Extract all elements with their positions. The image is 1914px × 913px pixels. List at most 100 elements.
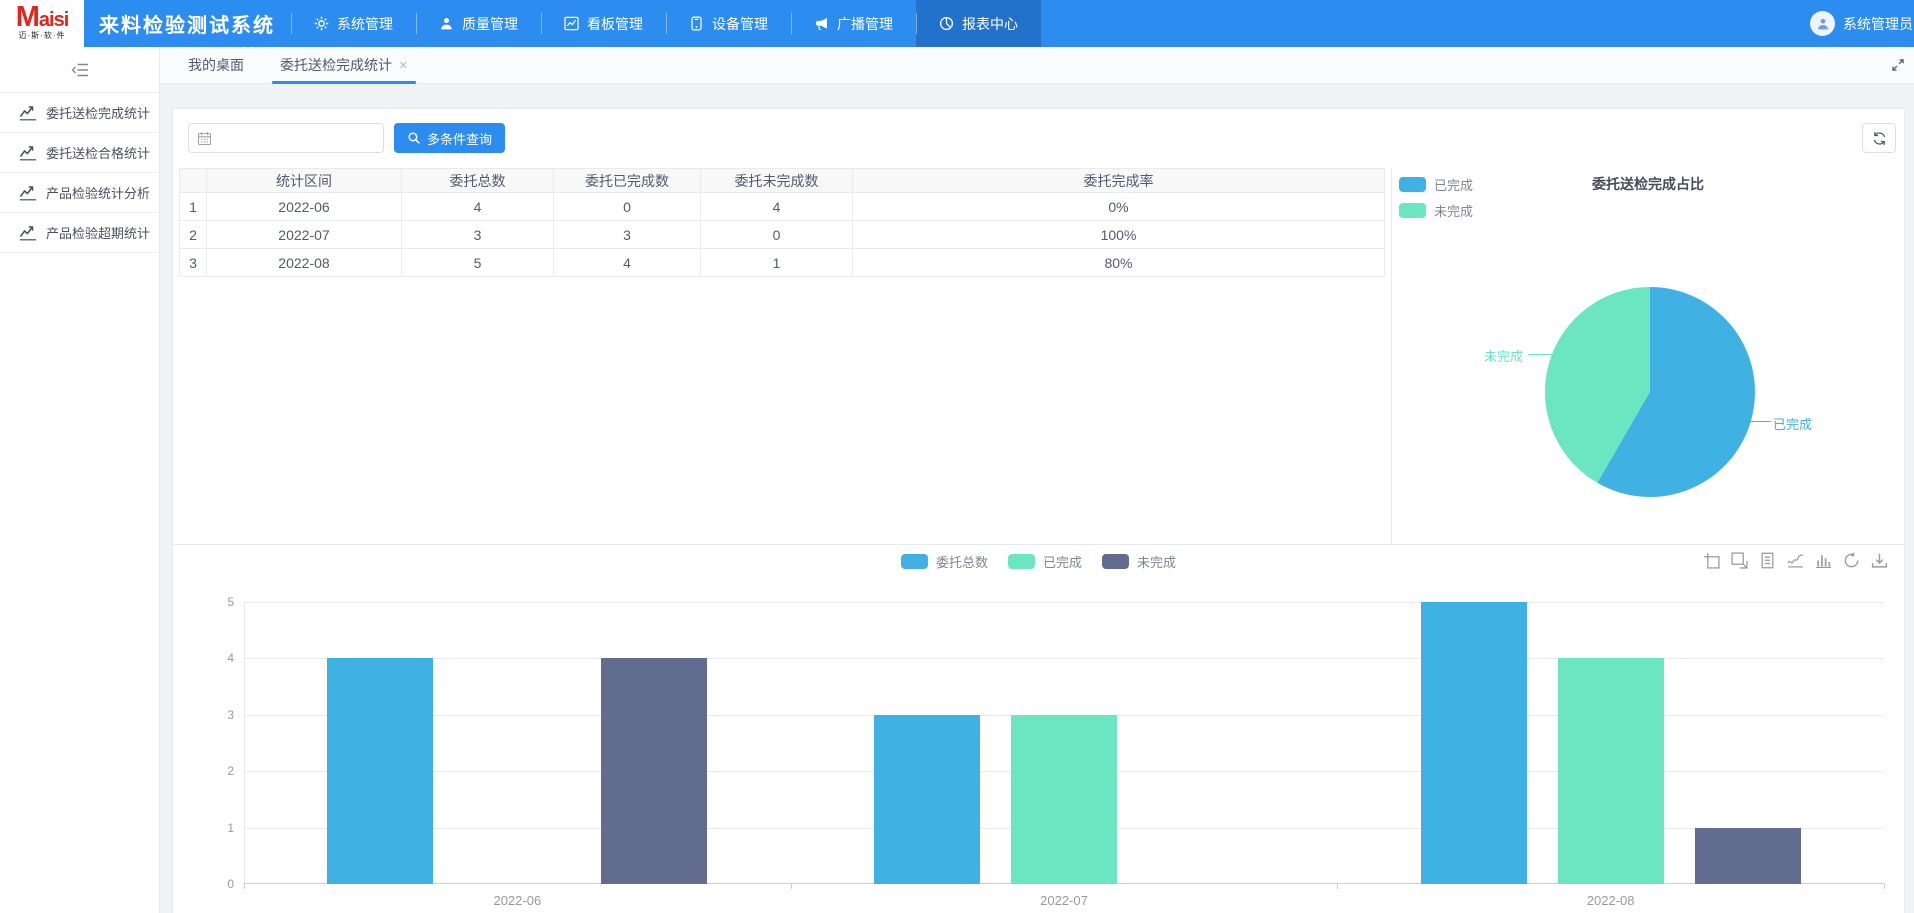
search-toolbar: 多条件查询 (188, 123, 1896, 153)
tab-close-icon[interactable]: × (399, 56, 408, 74)
y-axis-tick-label: 0 (227, 877, 234, 891)
table-row: 2 2022-07 3 3 0 100% (179, 220, 1385, 249)
table-cell: 80% (852, 248, 1385, 277)
x-axis-label: 2022-07 (1040, 893, 1088, 908)
pie-chart: 已完成 未完成 委托送检完成占比 未完成 已完成 (1391, 168, 1904, 544)
avatar-user-icon (1816, 17, 1830, 31)
trend-icon (19, 145, 37, 161)
table-header-cell: 委托已完成数 (553, 168, 701, 193)
table-cell: 3 (401, 220, 554, 249)
legend-swatch (1007, 554, 1035, 569)
table-header-cell: 委托总数 (401, 168, 554, 193)
app-logo: Maisi 迈·斯·软·件 (0, 0, 84, 47)
pie-label-incomplete: 未完成 (1484, 349, 1524, 364)
sidebar-item-2[interactable]: 产品检验统计分析 (0, 173, 159, 213)
x-axis-tick (244, 884, 245, 889)
pie-legend-item[interactable]: 未完成 (1399, 201, 1473, 220)
nav-item-0[interactable]: 系统管理 (291, 0, 416, 47)
legend-label: 委托总数 (935, 555, 988, 570)
query-button[interactable]: 多条件查询 (394, 123, 506, 153)
table-cell: 100% (852, 220, 1385, 249)
zoom-area-icon[interactable] (1703, 552, 1720, 569)
pie-chart-title: 委托送检完成占比 (1592, 176, 1704, 192)
bar-legend-item[interactable]: 已完成 (1007, 552, 1082, 571)
user-icon (439, 16, 454, 31)
x-axis-label: 2022-06 (493, 893, 542, 908)
sidebar-item-1[interactable]: 委托送检合格统计 (0, 133, 159, 173)
table-cell: 0 (553, 192, 701, 221)
bar-未完成-2022-06[interactable] (601, 658, 708, 884)
bar-legend-item[interactable]: 未完成 (1102, 552, 1176, 571)
table-cell: 3 (179, 248, 207, 277)
bar-已完成-2022-08[interactable] (1557, 658, 1664, 884)
logo-title: Maisi (15, 1, 70, 33)
table-row: 3 2022-08 5 4 1 80% (179, 248, 1385, 277)
tab-1[interactable]: 委托送检完成统计 × (270, 47, 418, 84)
nav-item-4[interactable]: 广播管理 (791, 0, 916, 47)
table-cell: 2022-08 (206, 248, 402, 277)
main-panel: 多条件查询 统计区间 委托总数 委托已完成数 委托未完成数 委托完成率 1 2022-06… (172, 108, 1905, 913)
table-body: 1 2022-06 4 0 4 0% 2 2022-07 3 3 0 100% 3 2022-08 5 4 1 8… (179, 192, 1385, 277)
table-cell: 4 (401, 192, 554, 221)
calendar-icon (197, 131, 212, 146)
gear-icon (314, 16, 329, 31)
logo-subtitle: 迈·斯·软·件 (18, 31, 66, 40)
legend-label: 已完成 (1434, 178, 1474, 193)
bar-plot: 0 1 2 3 4 5 2022-06 2022-07 2022-08 (227, 595, 1885, 908)
table-cell: 4 (553, 248, 701, 277)
bar-legend-item[interactable]: 委托总数 (900, 552, 988, 571)
restore-icon[interactable] (1843, 552, 1860, 569)
bar-legend: 委托总数 已完成 未完成 (173, 552, 1904, 571)
table-cell: 1 (179, 192, 207, 221)
table-cell: 2022-06 (206, 192, 402, 221)
save-image-icon[interactable] (1871, 552, 1888, 569)
nav-item-3[interactable]: 设备管理 (666, 0, 791, 47)
menu-fold-icon (71, 63, 89, 77)
table-header-cell: 统计区间 (206, 168, 402, 193)
date-input-field[interactable] (218, 129, 375, 147)
bar-委托总数-2022-08[interactable] (1420, 602, 1527, 884)
pie-graphic[interactable] (1545, 287, 1755, 497)
refresh-button[interactable] (1862, 123, 1896, 153)
x-axis-tick (1884, 884, 1885, 889)
y-axis-tick-label: 3 (227, 707, 234, 722)
gridline (244, 658, 1884, 660)
pie-legend-item[interactable]: 已完成 (1399, 175, 1473, 194)
user-menu[interactable]: 系统管理员 (1810, 11, 1914, 36)
pie-label-line-right (1747, 421, 1771, 422)
sidebar-item-3[interactable]: 产品检验超期统计 (0, 213, 159, 253)
nav-item-label: 设备管理 (712, 15, 768, 32)
table-cell: 5 (401, 248, 554, 277)
nav-item-label: 看板管理 (587, 15, 643, 32)
fullscreen-icon[interactable] (1891, 58, 1905, 72)
legend-swatch (1399, 177, 1426, 192)
tab-label: 我的桌面 (188, 57, 244, 73)
bar-chart-icon[interactable] (1815, 552, 1832, 569)
sidebar-collapse-button[interactable] (0, 47, 159, 93)
bar-委托总数-2022-06[interactable] (327, 658, 434, 884)
table-cell: 4 (700, 192, 853, 221)
bar-委托总数-2022-07[interactable] (873, 714, 980, 884)
nav-item-1[interactable]: 质量管理 (416, 0, 541, 47)
nav-item-2[interactable]: 看板管理 (541, 0, 666, 47)
table-header-cell: 委托未完成数 (700, 168, 853, 193)
legend-label: 已完成 (1042, 555, 1082, 570)
sidebar-item-0[interactable]: 委托送检完成统计 (0, 93, 159, 133)
megaphone-icon (814, 16, 829, 31)
refresh-icon (1872, 131, 1887, 146)
legend-label: 未完成 (1434, 204, 1474, 219)
zoom-reset-icon[interactable] (1731, 552, 1748, 569)
tab-label: 委托送检完成统计 (280, 57, 392, 73)
table-cell: 3 (553, 220, 701, 249)
bar-未完成-2022-08[interactable] (1694, 827, 1801, 884)
x-axis-tick (1337, 884, 1339, 889)
top-section: 统计区间 委托总数 委托已完成数 委托未完成数 委托完成率 1 2022-06 4 0 4 0% 2… (173, 168, 1904, 544)
line-chart-icon[interactable] (1787, 552, 1804, 569)
bar-已完成-2022-07[interactable] (1010, 714, 1117, 884)
data-view-icon[interactable] (1759, 552, 1776, 569)
sidebar-item-label: 产品检验统计分析 (46, 186, 151, 201)
nav-item-5[interactable]: 报表中心 (916, 0, 1041, 47)
tabbar: 我的桌面 委托送检完成统计 × (160, 47, 1914, 84)
date-range-input[interactable] (188, 123, 384, 153)
tab-0[interactable]: 我的桌面 (178, 47, 254, 83)
